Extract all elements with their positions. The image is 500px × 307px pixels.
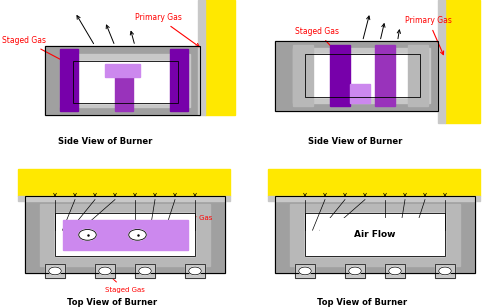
Bar <box>62 220 188 250</box>
Bar <box>72 61 178 103</box>
Text: Staged Gas: Staged Gas <box>105 274 145 293</box>
Circle shape <box>299 267 311 275</box>
Bar <box>45 264 65 278</box>
Bar <box>295 264 315 278</box>
Bar <box>275 41 438 111</box>
Bar <box>55 213 195 256</box>
Text: Primary Gas: Primary Gas <box>141 215 212 234</box>
Bar <box>268 196 480 201</box>
Bar <box>72 61 178 103</box>
Bar <box>95 264 115 278</box>
Circle shape <box>139 267 151 275</box>
Text: Primary Gas: Primary Gas <box>405 16 452 55</box>
Bar <box>60 54 190 107</box>
Bar <box>275 196 475 273</box>
Circle shape <box>349 267 361 275</box>
Bar <box>438 0 445 123</box>
Bar <box>305 54 420 97</box>
Bar <box>320 218 430 252</box>
Bar <box>408 45 428 106</box>
Bar <box>40 204 210 266</box>
Bar <box>330 45 350 106</box>
Circle shape <box>439 267 451 275</box>
Text: Top View of Burner: Top View of Burner <box>68 298 158 307</box>
Bar <box>60 49 78 111</box>
Bar <box>170 49 188 111</box>
Bar <box>290 204 460 266</box>
Bar <box>445 0 480 123</box>
Bar <box>385 264 405 278</box>
Circle shape <box>99 267 111 275</box>
Circle shape <box>79 230 96 240</box>
Text: Primary Gas: Primary Gas <box>135 13 199 47</box>
Bar <box>25 196 225 273</box>
Text: Top View of Burner: Top View of Burner <box>318 298 408 307</box>
Bar <box>305 213 445 256</box>
Text: Air Flow: Air Flow <box>354 230 396 239</box>
Circle shape <box>389 267 401 275</box>
Bar <box>385 264 405 278</box>
Bar <box>135 264 155 278</box>
Text: Staged Gas: Staged Gas <box>2 36 66 63</box>
Bar <box>198 0 205 115</box>
Bar <box>292 48 430 103</box>
Bar <box>275 196 475 273</box>
Circle shape <box>129 230 146 240</box>
Bar <box>275 41 438 111</box>
Bar <box>115 72 132 111</box>
Bar <box>185 264 205 278</box>
Bar <box>45 46 200 115</box>
Bar <box>18 169 230 196</box>
Bar <box>18 196 230 201</box>
Bar <box>95 264 115 278</box>
Bar <box>305 54 420 97</box>
Text: Side View of Burner: Side View of Burner <box>308 137 402 146</box>
Bar <box>350 84 370 103</box>
Bar <box>292 45 312 106</box>
Text: Side View of Burner: Side View of Burner <box>58 137 152 146</box>
Bar <box>295 264 315 278</box>
Bar <box>345 264 365 278</box>
Bar <box>375 45 395 106</box>
Circle shape <box>189 267 201 275</box>
Bar <box>268 169 480 196</box>
Text: Staged Gas: Staged Gas <box>295 27 343 58</box>
Bar <box>105 64 140 77</box>
Bar <box>45 264 65 278</box>
Circle shape <box>49 267 61 275</box>
Bar <box>435 264 455 278</box>
Bar <box>45 46 200 115</box>
Bar <box>305 213 445 256</box>
Bar <box>135 264 155 278</box>
Bar <box>345 264 365 278</box>
Bar <box>205 0 235 115</box>
Bar <box>185 264 205 278</box>
Bar <box>55 213 195 256</box>
Bar <box>25 196 225 273</box>
Bar <box>435 264 455 278</box>
